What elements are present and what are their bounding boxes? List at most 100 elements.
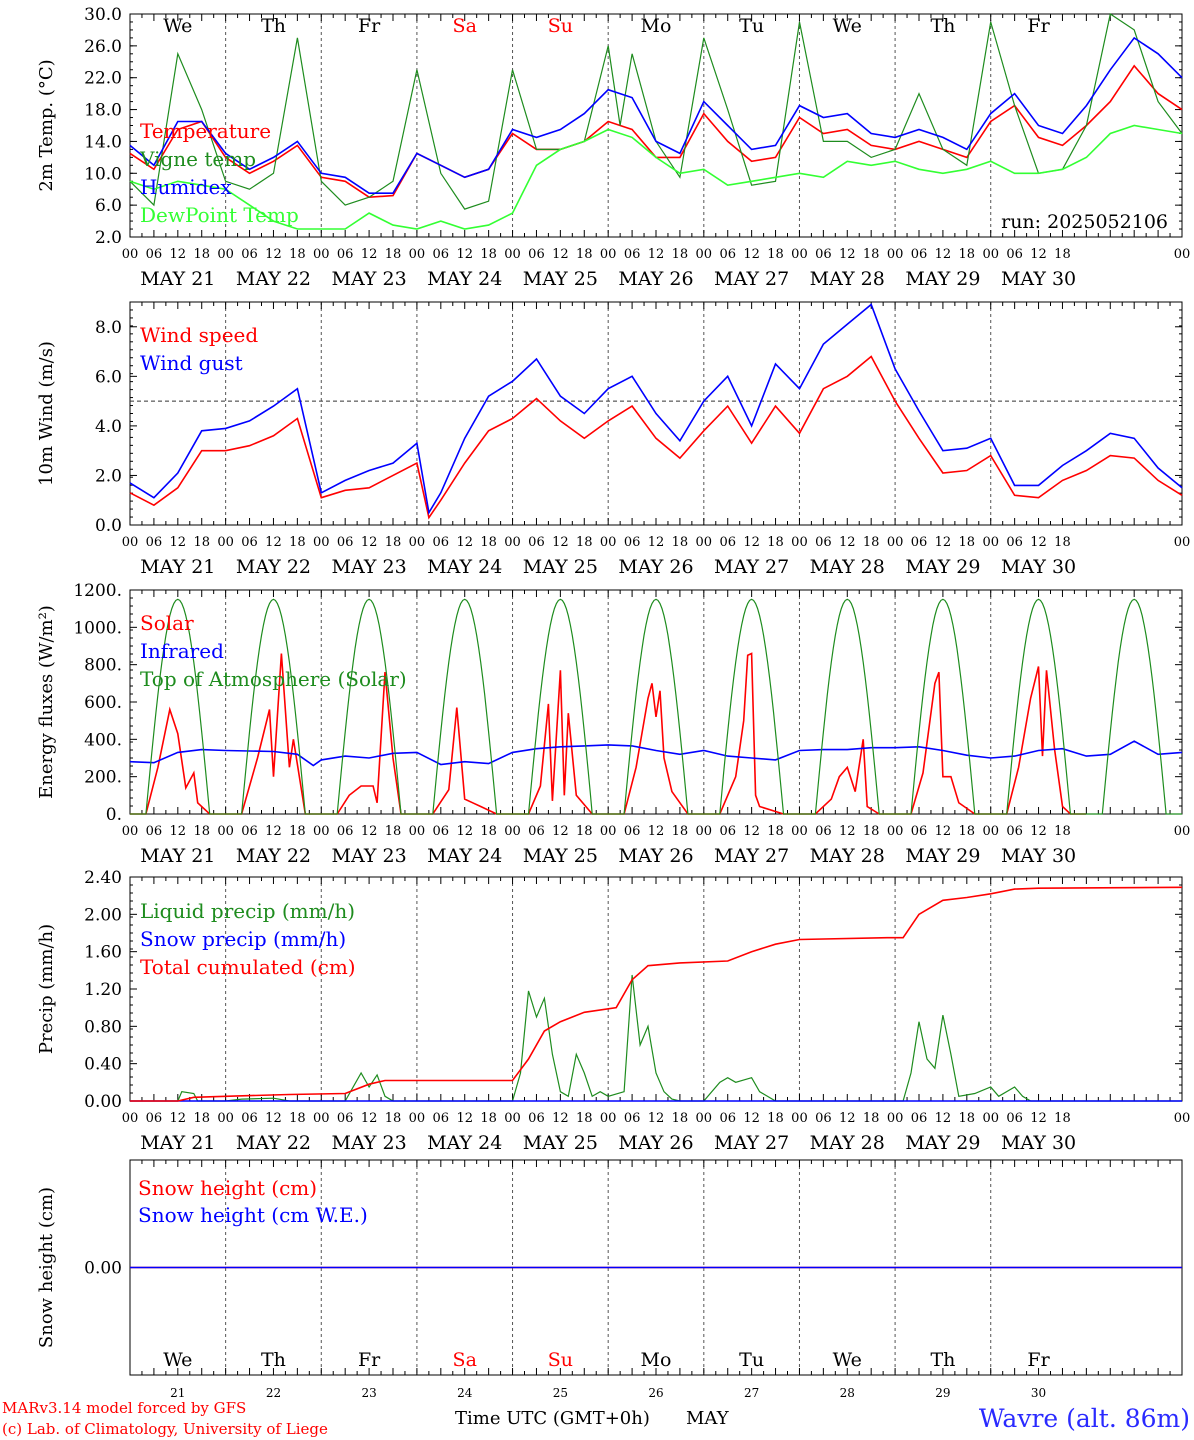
hour-tick-label: 00 [313,824,330,839]
hour-tick-label: 18 [385,247,402,262]
hour-tick-label: 12 [456,1111,473,1126]
date-label: MAY 21 [140,268,215,290]
date-label: MAY 25 [523,1132,598,1154]
station-label: Wavre (alt. 86m) [979,1404,1190,1433]
y-tick-label: 0.0 [95,516,122,536]
hour-tick-label: 00 [409,824,426,839]
hour-tick-label: 12 [648,247,665,262]
date-label: MAY 28 [810,556,885,578]
hour-tick-label: 12 [743,1111,760,1126]
y-tick-label: 600. [84,693,122,713]
hour-tick-label: 00 [887,247,904,262]
hour-tick-label: 12 [361,247,378,262]
footer-model: MARv3.14 model forced by GFS [2,1399,246,1417]
date-label: MAY 29 [905,556,980,578]
date-label: MAY 24 [427,556,502,578]
date-label: MAY 26 [618,845,693,867]
date-label: MAY 27 [714,1132,789,1154]
hour-tick-label: 00 [313,247,330,262]
hour-tick-label: 12 [361,824,378,839]
weekday-label: We [163,1349,192,1371]
hour-tick-label: 00 [313,535,330,550]
y-tick-label: 2.0 [95,466,122,486]
weekday-label: We [833,1349,862,1371]
hour-tick-label: 00 [313,1111,330,1126]
date-label: MAY 27 [714,845,789,867]
y-tick-label: 200. [84,768,122,788]
date-label: MAY 21 [140,556,215,578]
hour-tick-label: 12 [648,535,665,550]
y-tick-label: 0.80 [84,1017,122,1037]
hour-tick-label: 18 [767,247,784,262]
y-tick-label: 0. [106,805,122,825]
hour-tick-label: 18 [385,1111,402,1126]
hour-tick-label: 18 [767,1111,784,1126]
hour-tick-label: 06 [146,824,163,839]
date-label: MAY 23 [332,845,407,867]
hour-tick-label: 18 [1054,824,1071,839]
date-label: MAY 30 [1001,845,1076,867]
hour-tick-label: 18 [863,1111,880,1126]
hour-tick-label: 00 [504,824,521,839]
hour-tick-label: 00 [600,1111,617,1126]
weekday-label: Mo [641,15,672,37]
y-tick-label: 2.00 [84,905,122,925]
y-tick-label: 0.00 [84,1259,122,1279]
footer-credit: (c) Lab. of Climatology, University of L… [2,1420,328,1438]
hour-tick-label: 12 [648,1111,665,1126]
weekday-label: Su [548,15,573,37]
hour-tick-label: 12 [935,535,952,550]
hour-tick-label: 06 [624,1111,641,1126]
weekday-label: Fr [358,1349,381,1371]
hour-tick-label: 18 [672,247,689,262]
date-label: MAY 22 [236,1132,311,1154]
hour-tick-label: 00 [217,535,234,550]
date-label: MAY 30 [1001,268,1076,290]
hour-tick-label: 12 [361,1111,378,1126]
weekday-label: We [833,15,862,37]
hour-tick-label: 18 [576,535,593,550]
hour-tick-label: 12 [1030,824,1047,839]
hour-tick-label: 06 [815,247,832,262]
hour-tick-label: 06 [624,824,641,839]
date-label: MAY 28 [810,845,885,867]
footer-time-label: Time UTC (GMT+0h) [455,1408,650,1429]
y-tick-label: 30.0 [84,5,122,25]
date-label: MAY 25 [523,556,598,578]
hour-tick-label: 00 [982,824,999,839]
weekday-label: Th [930,1349,955,1371]
hour-tick-label: 18 [576,824,593,839]
legend-entry: Top of Atmosphere (Solar) [140,667,407,691]
hour-tick-label: 06 [433,824,450,839]
y-axis-label: 2m Temp. (°C) [36,59,57,191]
day-number-label: 28 [840,1386,855,1400]
date-label: MAY 24 [427,268,502,290]
y-tick-label: 1.20 [84,980,122,1000]
y-tick-label: 18.0 [84,101,122,121]
hour-tick-label: 06 [337,1111,354,1126]
hour-tick-label: 00 [887,535,904,550]
legend-entry: Snow precip (mm/h) [140,927,346,951]
legend-entry: Solar [140,611,194,635]
plot-frame [129,589,1183,815]
hour-tick-label: 12 [1030,535,1047,550]
hour-tick-label: 18 [672,1111,689,1126]
hour-tick-label: 06 [337,824,354,839]
weekday-label: Su [548,1349,573,1371]
legend-entry: Temperature [140,119,271,143]
hour-tick-label: 18 [959,1111,976,1126]
hour-tick-label: 18 [959,247,976,262]
hour-tick-label: 06 [241,535,258,550]
y-tick-label: 800. [84,656,122,676]
hour-tick-label: 12 [170,1111,187,1126]
hour-tick-label: 00 [791,247,808,262]
y-tick-label: 26.0 [84,37,122,57]
weekday-label: Fr [358,15,381,37]
date-label: MAY 21 [140,845,215,867]
hour-tick-label: 18 [576,247,593,262]
axis-labels: 2.0 6.0 10.0 14.0 18.0 22.0 26.0 30.0 2m Temp. (… [36,5,1190,1400]
date-label: MAY 23 [332,1132,407,1154]
day-number-label: 30 [1031,1386,1046,1400]
hour-tick-label: 18 [193,535,210,550]
hour-tick-label: 12 [265,535,282,550]
